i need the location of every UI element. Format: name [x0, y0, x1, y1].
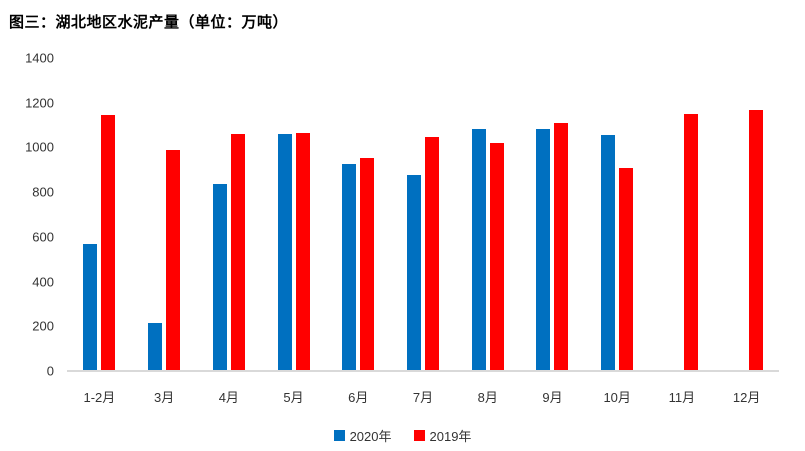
bar-2020-03	[212, 184, 227, 370]
bar-2019-11	[748, 109, 763, 370]
bar-2019-09	[619, 167, 634, 370]
bar-2019-08	[554, 122, 569, 370]
y-axis-tick-label: 1400	[25, 50, 54, 66]
x-axis-label: 1-2月	[83, 390, 116, 405]
bar-2019-07	[489, 143, 504, 370]
bar-2019-05	[360, 157, 375, 370]
x-axis-line	[67, 370, 779, 372]
legend-swatch-2019	[413, 430, 425, 441]
chart-title: 图三：湖北地区水泥产量（单位：万吨）	[9, 14, 289, 31]
bar-2020-04	[277, 134, 292, 370]
plot-area: 0 200 400 600 800 1000 1200 1400 1-2月 3月 4月 5月 6月 7月 8…	[25, 50, 779, 405]
bar-2020-09	[601, 135, 616, 370]
bar-2020-08	[536, 128, 551, 370]
bar-2020-06	[407, 175, 421, 370]
y-axis-tick-label: 0	[46, 363, 54, 379]
x-axis-label: 6月	[348, 390, 369, 405]
x-axis-label: 9月	[542, 390, 563, 405]
bar-2019-02	[166, 149, 181, 370]
bar-2020-01	[83, 243, 98, 370]
x-axis-label: 12月	[732, 390, 761, 405]
x-axis-label: 5月	[283, 390, 304, 405]
bar-2020-07	[471, 128, 486, 370]
legend-label-2019: 2019年	[429, 429, 472, 444]
y-axis-tick-label: 400	[32, 274, 54, 290]
x-axis-label: 10月	[603, 390, 631, 405]
chart-legend: 2020年 2019年	[0, 426, 805, 445]
bar-2019-03	[230, 134, 245, 370]
y-axis-tick-label: 600	[32, 229, 54, 245]
legend-item-2019: 2019年	[413, 426, 472, 445]
x-axis-label: 8月	[477, 390, 498, 405]
y-axis-tick-label: 1000	[25, 139, 54, 155]
x-axis-label: 11月	[668, 390, 696, 405]
bar-2020-02	[148, 323, 163, 370]
legend-label-2020: 2020年	[349, 429, 392, 444]
x-axis-label: 7月	[412, 390, 434, 405]
legend-swatch-2020	[333, 430, 345, 441]
bar-2019-06	[425, 137, 439, 370]
x-axis-label: 3月	[153, 390, 175, 405]
y-axis-tick-label: 1200	[25, 95, 54, 111]
x-axis-label: 4月	[218, 390, 239, 405]
y-axis-tick-label: 800	[32, 184, 54, 200]
legend-item-2020: 2020年	[333, 426, 392, 445]
bar-2019-10	[683, 114, 698, 370]
bar-2019-04	[295, 133, 310, 370]
bar-2020-05	[342, 164, 357, 370]
bar-2019-01	[101, 115, 116, 370]
y-axis-tick-label: 200	[32, 318, 54, 334]
